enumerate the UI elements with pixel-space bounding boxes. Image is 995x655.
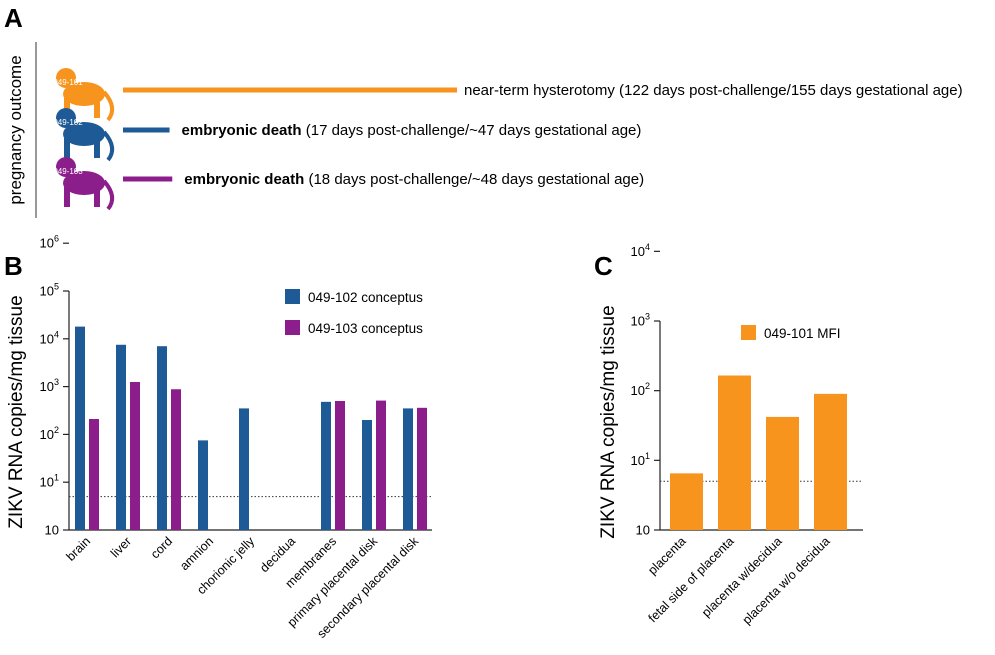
x-tick-label: amnion [177, 534, 216, 573]
monkey-icon: 049-102 [53, 108, 115, 162]
monkey-leg [64, 187, 70, 207]
monkey-leg [64, 98, 70, 118]
bar [362, 420, 372, 530]
bar [198, 440, 208, 530]
monkey-leg [94, 187, 100, 207]
panel-c-ylabel: ZIKV RNA copies/mg tissue [598, 305, 619, 538]
y-tick-label: 103 [631, 312, 650, 329]
x-tick-label: placenta w/decidua [699, 534, 785, 620]
legend-label: 049-103 conceptus [308, 321, 423, 336]
y-tick-label: 10 [636, 523, 650, 538]
bar [239, 408, 249, 530]
monkey-id-label: 049-102 [53, 118, 83, 127]
monkey-tail [102, 179, 115, 211]
bar [157, 346, 167, 530]
panel-label-a: A [4, 3, 23, 33]
monkey-leg [94, 138, 100, 158]
panel-label-b: B [4, 251, 23, 281]
monkey-icon: 049-101 [53, 68, 115, 122]
x-tick-label: placenta [645, 534, 688, 577]
bar [376, 400, 386, 530]
x-tick-label: fetal side of placenta [646, 534, 737, 625]
outcome-text: embryonic death (17 days post-challenge/… [182, 122, 642, 139]
bar [670, 473, 703, 530]
y-tick-label: 101 [40, 473, 59, 490]
legend-swatch [741, 325, 756, 340]
panel-b-chart: ZIKV RNA copies/mg tissue 10 101 102 103 104… [6, 234, 432, 641]
y-tick-label: 101 [631, 451, 650, 468]
monkey-id-label: 049-103 [53, 167, 83, 176]
bar [89, 418, 99, 530]
monkey-tail [102, 90, 115, 122]
monkey-leg [64, 138, 70, 158]
bar [718, 375, 751, 530]
y-tick-label: 105 [40, 282, 59, 299]
bar [403, 408, 413, 530]
monkey-icon: 049-103 [53, 157, 115, 211]
panel-c-chart: ZIKV RNA copies/mg tissue 10 101 102 103 104… [598, 242, 863, 627]
legend-swatch [285, 289, 300, 304]
bar [116, 344, 126, 530]
y-tick-label: 102 [40, 425, 59, 442]
x-tick-label: cord [148, 534, 175, 561]
legend-swatch [285, 320, 300, 335]
legend-label: 049-102 conceptus [308, 290, 423, 305]
monkey-tail [102, 130, 115, 162]
bar [75, 326, 85, 530]
monkey-head [56, 108, 76, 128]
x-tick-label: liver [108, 534, 134, 560]
bar [335, 400, 345, 530]
bar [814, 393, 847, 530]
y-tick-label: 106 [40, 234, 59, 251]
y-tick-label: 103 [40, 377, 59, 394]
monkey-head [56, 157, 76, 177]
bar [171, 389, 181, 530]
x-tick-label: placenta w/o decidua [740, 534, 833, 627]
bar [417, 407, 427, 530]
monkey-leg [94, 98, 100, 118]
outcome-text: embryonic death (18 days post-challenge/… [184, 171, 644, 188]
bar [321, 401, 331, 530]
x-tick-label: brain [64, 534, 94, 564]
legend-label: 049-101 MFI [764, 326, 841, 341]
y-tick-label: 104 [631, 242, 650, 259]
panel-b-ylabel: ZIKV RNA copies/mg tissue [6, 295, 27, 528]
panel-a-pregnancy-outcome: pregnancy outcome 049-101 near-term hyste… [6, 42, 963, 218]
y-tick-label: 104 [40, 329, 59, 346]
y-tick-label: 10 [45, 523, 59, 538]
panel-label-c: C [594, 251, 613, 281]
x-tick-label: decidua [257, 534, 298, 575]
outcome-text: near-term hysterotomy (122 days post-cha… [464, 82, 963, 99]
monkey-id-label: 049-101 [53, 78, 83, 87]
panel-a-ylabel: pregnancy outcome [6, 55, 25, 204]
bar [130, 381, 140, 530]
monkey-head [56, 68, 76, 88]
bar [766, 416, 799, 530]
y-tick-label: 102 [631, 381, 650, 398]
